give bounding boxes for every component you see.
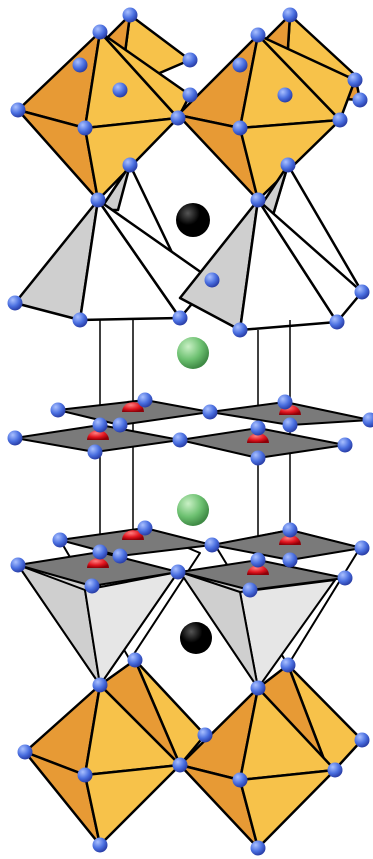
pyramid-top-front-right <box>178 198 364 332</box>
pyramid-bottom-front-left <box>17 554 179 686</box>
oxygen-atom <box>122 7 138 23</box>
oxygen-atom <box>182 52 198 68</box>
oxygen-atom <box>90 192 106 208</box>
top-octahedra-layer <box>16 13 362 202</box>
oxygen-atom <box>77 767 93 783</box>
oxygen-atom <box>84 578 100 594</box>
oxygen-atom <box>52 532 68 548</box>
oxygen-atom <box>10 557 26 573</box>
oxygen-atom <box>112 548 128 564</box>
oxygen-atom <box>172 310 188 326</box>
oxygen-atom <box>232 120 248 136</box>
black-cation-atom-upper <box>176 203 210 237</box>
copper-atom <box>87 430 109 440</box>
oxygen-atom <box>354 284 370 300</box>
bottom-octahedra-layer <box>23 658 364 850</box>
cuo2-plane-upper <box>14 399 371 459</box>
oxygen-atom <box>92 24 108 40</box>
oxygen-atom <box>337 437 353 453</box>
oxygen-atom <box>172 757 188 773</box>
pyramid-top-front-left <box>13 198 214 322</box>
oxygen-atom <box>112 417 128 433</box>
large-cations <box>176 203 212 654</box>
oxygen-atom <box>202 404 218 420</box>
oxygen-atom <box>137 392 153 408</box>
oxygen-atom <box>250 420 266 436</box>
black-cation-atom-lower <box>180 622 212 654</box>
oxygen-atom <box>280 157 296 173</box>
oxygen-atom <box>232 772 248 788</box>
oxygen-atom <box>280 657 296 673</box>
oxygen-atom <box>250 450 266 466</box>
oxygen-atom <box>277 87 293 103</box>
oxygen-atom <box>282 522 298 538</box>
oxygen-atom <box>232 57 248 73</box>
oxygen-atom <box>127 652 143 668</box>
oxygen-atom <box>197 727 213 743</box>
oxygen-atoms <box>7 7 373 856</box>
oxygen-atom <box>327 762 343 778</box>
oxygen-atom <box>77 120 93 136</box>
oxygen-atom <box>92 677 108 693</box>
oxygen-atom <box>352 92 368 108</box>
oxygen-atom <box>277 394 293 410</box>
copper-atom <box>247 433 269 443</box>
oxygen-atom <box>362 412 373 428</box>
oxygen-atom <box>172 432 188 448</box>
oxygen-atom <box>250 192 266 208</box>
copper-atom <box>279 535 301 545</box>
oxygen-atom <box>354 732 370 748</box>
oxygen-atom <box>347 72 363 88</box>
oxygen-atom <box>329 314 345 330</box>
oxygen-atom <box>7 295 23 311</box>
oxygen-atom <box>92 544 108 560</box>
oxygen-atom <box>282 552 298 568</box>
top-pyramids-layer <box>13 163 364 332</box>
octahedron-bottom-front-right <box>178 686 337 850</box>
oxygen-atom <box>10 102 26 118</box>
oxygen-atom <box>170 564 186 580</box>
oxygen-atom <box>232 322 248 338</box>
oxygen-atom <box>72 312 88 328</box>
oxygen-atom <box>250 552 266 568</box>
oxygen-atom <box>92 417 108 433</box>
oxygen-atom <box>337 570 353 586</box>
oxygen-atom <box>87 444 103 460</box>
oxygen-atom <box>122 157 138 173</box>
oxygen-atom <box>50 402 66 418</box>
oxygen-atom <box>204 272 220 288</box>
copper-atom <box>122 530 144 540</box>
copper-atom <box>87 558 109 568</box>
oxygen-atom <box>7 430 23 446</box>
cuo2-plane-lower <box>17 527 363 689</box>
oxygen-atom <box>332 112 348 128</box>
oxygen-atom <box>250 680 266 696</box>
oxygen-atom <box>250 840 266 856</box>
copper-atom <box>247 565 269 575</box>
oxygen-atom <box>242 582 258 598</box>
oxygen-atom <box>204 537 220 553</box>
oxygen-atom <box>72 57 88 73</box>
oxygen-atom <box>282 417 298 433</box>
oxygen-atom <box>182 87 198 103</box>
oxygen-atom <box>92 837 108 853</box>
oxygen-atom <box>282 7 298 23</box>
octahedron-bottom-back-left <box>98 658 207 767</box>
pyramid-bottom-front-right <box>179 561 336 689</box>
copper-atom <box>122 402 144 412</box>
oxygen-atom <box>17 744 33 760</box>
green-cation-atom-upper <box>177 337 209 369</box>
green-cation-atom-lower <box>177 494 209 526</box>
oxygen-atom <box>170 110 186 126</box>
oxygen-atom <box>112 82 128 98</box>
oxygen-atom <box>137 520 153 536</box>
oxygen-atom <box>250 27 266 43</box>
oxygen-atom <box>354 540 370 556</box>
